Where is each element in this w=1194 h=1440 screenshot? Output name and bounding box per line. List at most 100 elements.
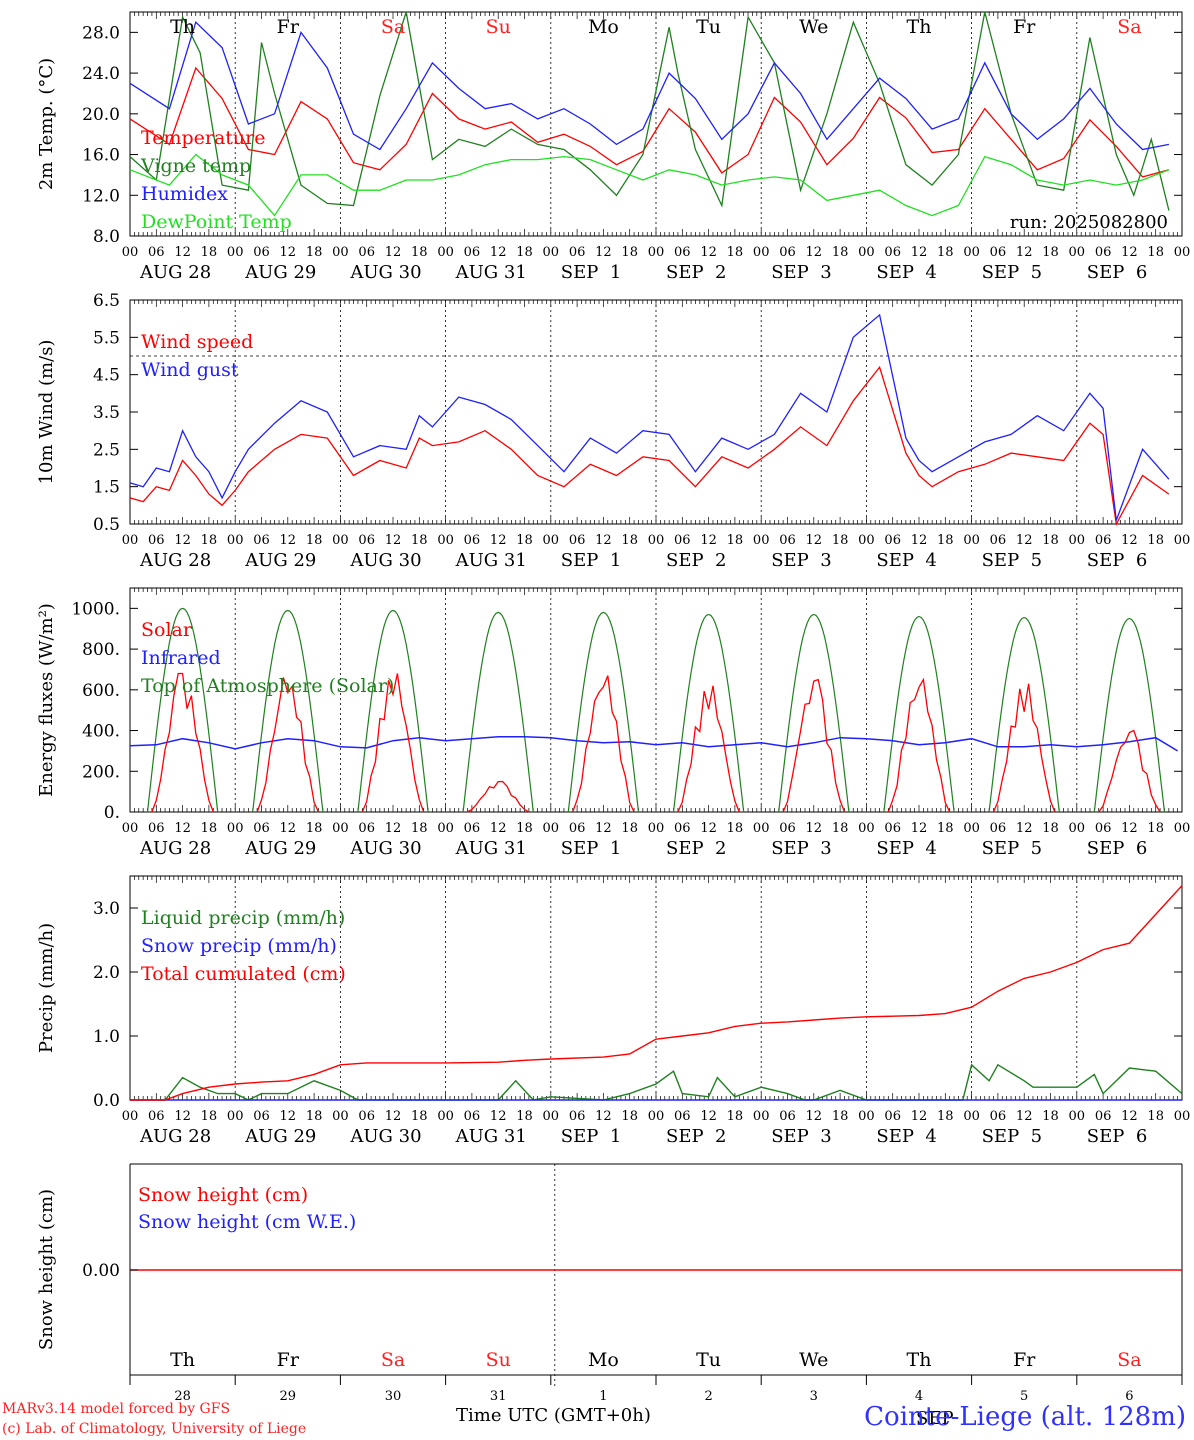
hour-tick-label: 18 [1147, 1109, 1164, 1124]
hour-tick-label: 12 [595, 821, 612, 836]
hour-tick-label: 18 [1147, 245, 1164, 260]
legend-humidex: Humidex [141, 183, 228, 205]
hour-tick-label: 06 [884, 533, 901, 548]
date-label: AUG 28 [139, 838, 211, 859]
legend-snow-height-cm-w-e-: Snow height (cm W.E.) [138, 1211, 356, 1233]
hour-tick-label: 00 [858, 245, 875, 260]
series-humidex [129, 20, 1170, 151]
weekday-label: We [799, 1349, 828, 1371]
date-label: AUG 30 [349, 838, 421, 859]
station-label: Cointe-Liege (alt. 128m) [864, 1402, 1186, 1432]
time-axis-label: Time UTC (GMT+0h) [456, 1405, 651, 1426]
date-label: SEP 1 [561, 550, 621, 571]
hour-tick-label: 18 [306, 533, 323, 548]
hour-tick-label: 00 [648, 821, 665, 836]
hour-tick-label: 18 [201, 821, 218, 836]
date-label: SEP 2 [666, 838, 726, 859]
date-label: AUG 31 [455, 262, 527, 283]
hour-tick-label: 06 [464, 821, 481, 836]
hour-tick-label: 12 [1016, 245, 1033, 260]
date-label: SEP 1 [561, 838, 621, 859]
hour-tick-label: 12 [1016, 821, 1033, 836]
hour-tick-label: 12 [911, 821, 928, 836]
weekday-label: Fr [1013, 16, 1036, 38]
hour-tick-label: 18 [516, 821, 533, 836]
y-tick-label: 4.5 [93, 366, 120, 386]
series-solar-day [992, 683, 1056, 813]
series-solar-day [151, 672, 214, 813]
hour-tick-label: 06 [464, 533, 481, 548]
hour-tick-label: 06 [358, 533, 375, 548]
overlap-date-label: SEP [916, 1408, 954, 1429]
date-label: SEP 2 [666, 1126, 726, 1147]
hour-tick-label: 06 [990, 533, 1007, 548]
hour-tick-label: 00 [963, 1109, 980, 1124]
legend-top-of-atmosphere-solar-: Top of Atmosphere (Solar) [141, 675, 394, 697]
day-number-label: 2 [704, 1389, 712, 1404]
hour-tick-label: 12 [1121, 245, 1138, 260]
day-number-label: 30 [385, 1389, 402, 1404]
hour-tick-label: 00 [858, 533, 875, 548]
hour-tick-label: 06 [569, 1109, 586, 1124]
hour-tick-label: 06 [148, 821, 165, 836]
hour-tick-label: 12 [1121, 533, 1138, 548]
hour-tick-label: 18 [1042, 245, 1059, 260]
hour-tick-label: 00 [648, 533, 665, 548]
date-label: SEP 3 [771, 262, 831, 283]
hour-tick-label: 12 [1016, 533, 1033, 548]
hour-tick-label: 00 [648, 1109, 665, 1124]
weekday-label: Sa [1117, 1349, 1141, 1371]
hour-tick-label: 12 [595, 533, 612, 548]
day-number-label: 3 [810, 1389, 818, 1404]
hour-tick-label: 18 [1042, 1109, 1059, 1124]
hour-tick-label: 06 [253, 245, 270, 260]
hour-tick-label: 18 [201, 533, 218, 548]
hour-tick-label: 18 [832, 533, 849, 548]
model-credit: MARv3.14 model forced by GFS [2, 1401, 231, 1417]
hour-tick-label: 06 [569, 533, 586, 548]
weekday-label: Fr [277, 16, 300, 38]
day-number-label: 5 [1020, 1389, 1028, 1404]
hour-tick-label: 12 [280, 533, 297, 548]
hour-tick-label: 18 [411, 245, 428, 260]
y-tick-label: 800. [82, 640, 120, 660]
legend-total-cumulated-cm-: Total cumulated (cm) [141, 963, 346, 985]
hour-tick-label: 06 [148, 245, 165, 260]
hour-tick-label: 12 [174, 245, 191, 260]
date-label: AUG 31 [455, 838, 527, 859]
hour-tick-label: 12 [1121, 1109, 1138, 1124]
y-axis-label: Snow height (cm) [36, 1189, 57, 1350]
hour-tick-label: 00 [753, 245, 770, 260]
day-number-label: 31 [490, 1389, 507, 1404]
series-liquid-precip-mm-h- [130, 1063, 1183, 1101]
hour-tick-label: 18 [727, 821, 744, 836]
hour-tick-label: 00 [543, 533, 560, 548]
hour-tick-label: 18 [306, 821, 323, 836]
hour-tick-label: 06 [1095, 533, 1112, 548]
series-toa-day [252, 609, 324, 813]
date-label: SEP 2 [666, 550, 726, 571]
hour-tick-label: 06 [1095, 821, 1112, 836]
y-axis-label: 10m Wind (m/s) [36, 340, 57, 485]
hour-tick-label: 12 [700, 821, 717, 836]
weekday-label: Sa [1117, 16, 1141, 38]
hour-tick-label: 06 [990, 821, 1007, 836]
hour-tick-label: 00 [332, 821, 349, 836]
hour-tick-label: 00 [122, 245, 139, 260]
y-tick-label: 20.0 [82, 105, 120, 125]
hour-tick-label: 12 [595, 245, 612, 260]
hour-tick-label: 12 [490, 245, 507, 260]
hour-tick-label: 12 [1121, 821, 1138, 836]
hour-tick-label: 18 [306, 1109, 323, 1124]
hour-tick-label: 00 [332, 533, 349, 548]
y-tick-label: 8.0 [93, 227, 120, 247]
date-label: SEP 5 [982, 1126, 1042, 1147]
day-number-label: 4 [915, 1389, 923, 1404]
hour-tick-label: 18 [937, 821, 954, 836]
date-label: AUG 29 [244, 1126, 316, 1147]
hour-tick-label: 00 [1069, 1109, 1086, 1124]
hour-tick-label: 18 [516, 1109, 533, 1124]
hour-tick-label: 18 [411, 821, 428, 836]
hour-tick-label: 18 [621, 533, 638, 548]
